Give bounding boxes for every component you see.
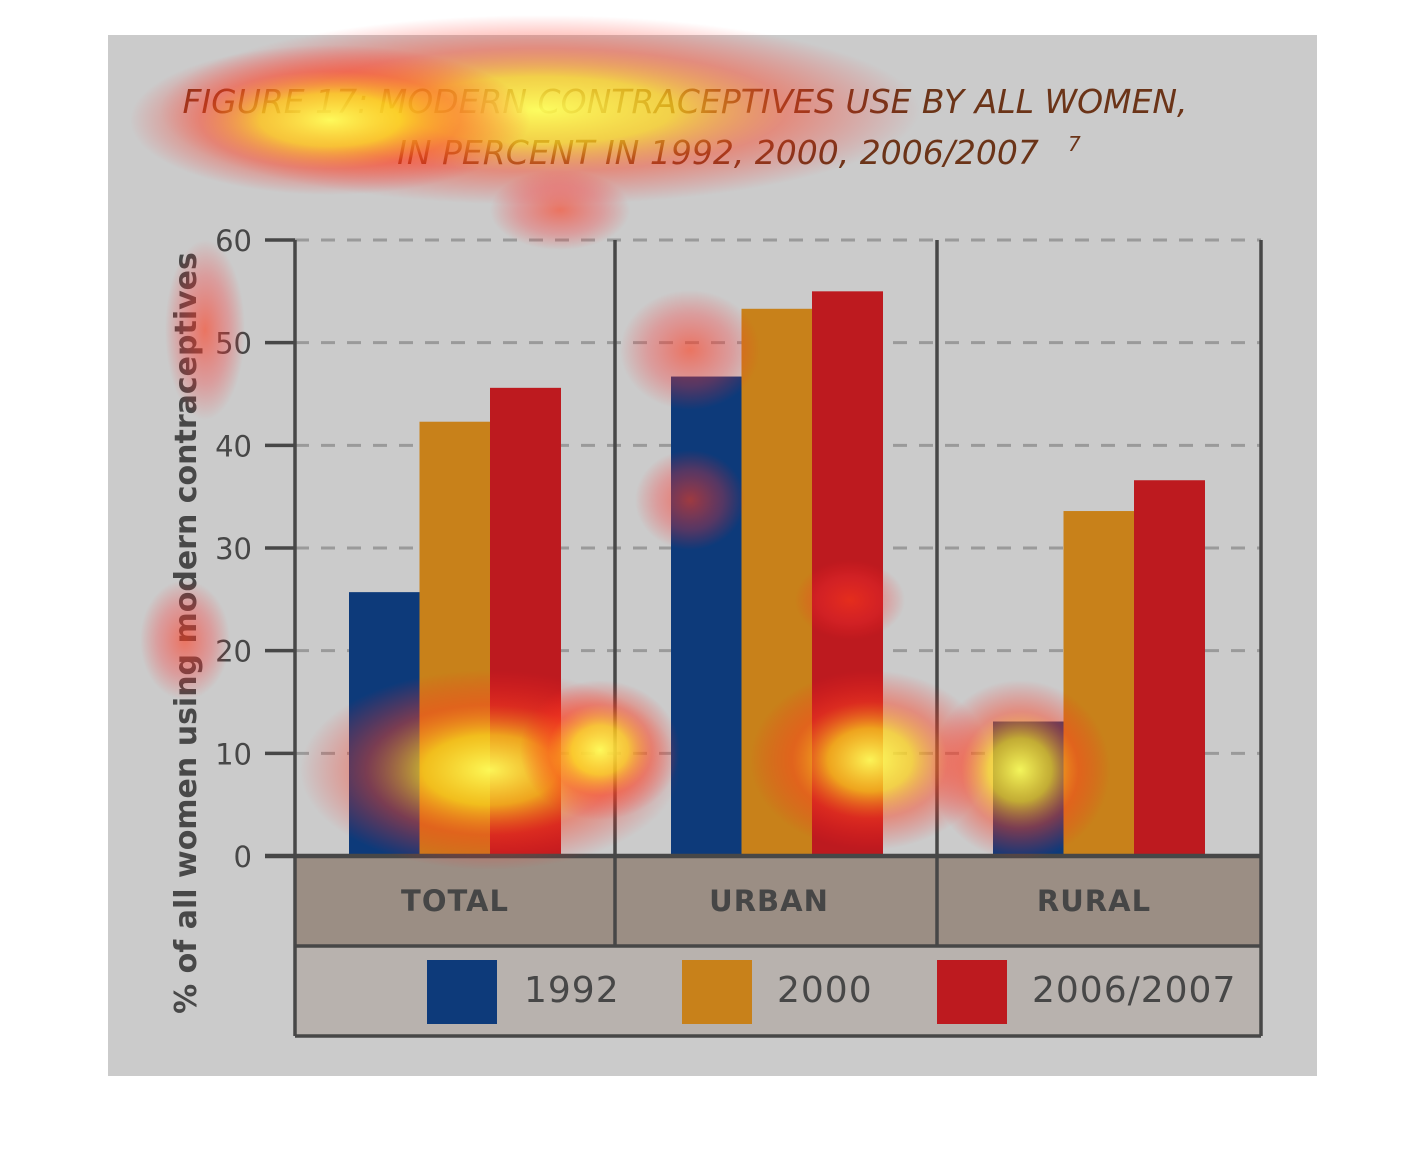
category-label-total: TOTAL xyxy=(401,884,509,918)
legend-label-2000: 2000 xyxy=(777,970,873,1011)
y-tick-label: 0 xyxy=(234,840,252,874)
legend-swatch-2006-2007 xyxy=(937,960,1007,1024)
legend-label-1992: 1992 xyxy=(524,970,620,1011)
category-band xyxy=(295,856,1261,946)
legend-label-2006-2007: 2006/2007 xyxy=(1032,970,1236,1011)
category-label-urban: URBAN xyxy=(709,884,829,918)
attention-heatmap-overlay xyxy=(130,15,1110,870)
legend-swatch-1992 xyxy=(427,960,497,1024)
legend: 1992 2000 2006/2007 xyxy=(427,960,1236,1024)
legend-swatch-2000 xyxy=(682,960,752,1024)
y-tick-label: 10 xyxy=(215,737,252,771)
category-label-rural: RURAL xyxy=(1037,884,1151,918)
category-labels: TOTAL URBAN RURAL xyxy=(401,884,1151,918)
bar-rural-2006-2007 xyxy=(1134,480,1205,856)
title-footnote-marker: 7 xyxy=(1068,132,1081,156)
y-tick-label: 40 xyxy=(215,429,252,463)
y-tick-label: 30 xyxy=(215,532,252,566)
bar-urban-1992 xyxy=(671,376,742,856)
